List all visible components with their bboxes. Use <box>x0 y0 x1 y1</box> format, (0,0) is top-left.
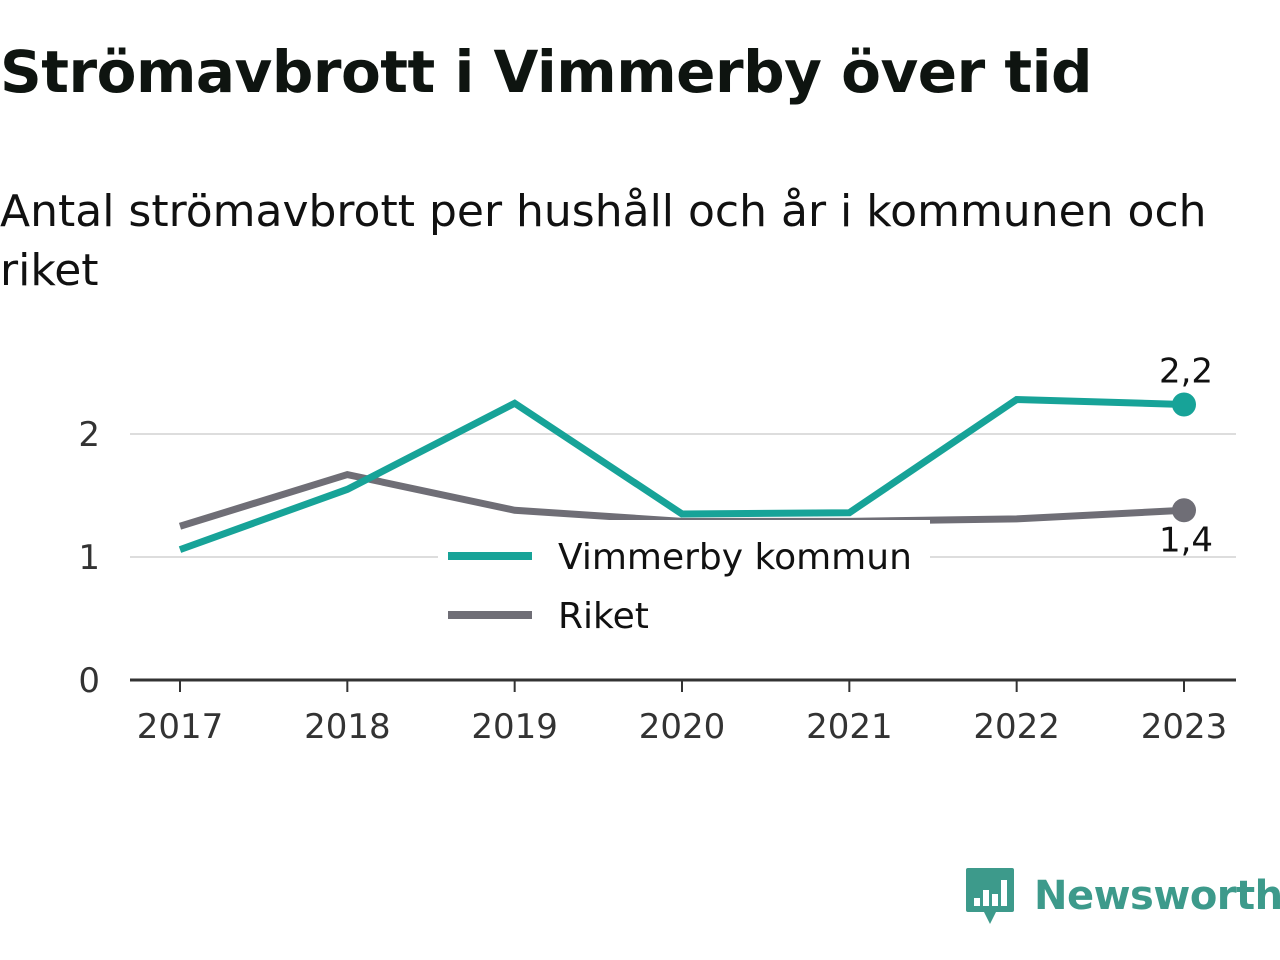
brand-name: Newsworthy <box>1034 873 1280 919</box>
y-tick-label: 1 <box>78 538 100 578</box>
x-tick-label: 2021 <box>806 707 893 747</box>
series-line <box>178 470 1185 530</box>
y-tick-label: 0 <box>78 661 100 701</box>
x-tick-label: 2022 <box>973 707 1060 747</box>
legend-label: Riket <box>558 596 649 637</box>
bar-chart-speech-bubble-icon <box>966 868 1014 924</box>
end-value-label: 2,2 <box>1159 351 1213 391</box>
chart-title: Strömavbrott i Vimmerby över tid <box>0 38 1093 106</box>
y-tick-label: 2 <box>78 415 100 455</box>
legend-background <box>438 520 930 652</box>
end-value-label: 1,4 <box>1159 520 1213 560</box>
end-labels: 2,2 1,4 <box>1159 351 1213 560</box>
legend: Vimmerby kommun Riket <box>438 520 930 652</box>
series-end-point <box>1172 392 1196 417</box>
legend-label: Vimmerby kommun <box>558 537 912 578</box>
x-tick-label: 2019 <box>471 707 558 747</box>
x-axis: 2017 2018 2019 2020 2021 2022 2023 <box>130 678 1236 747</box>
y-axis-ticks: 0 1 2 <box>78 415 100 701</box>
series-line <box>178 396 1185 553</box>
brand-logo: Newsworthy <box>964 866 1280 926</box>
chart-subtitle: Antal strömavbrott per hushåll och år i … <box>0 186 1207 296</box>
x-tick-label: 2020 <box>639 707 726 747</box>
x-tick-label: 2017 <box>137 707 224 747</box>
series-end-point <box>1172 498 1196 523</box>
x-tick-label: 2023 <box>1141 707 1228 747</box>
x-tick-label: 2018 <box>304 707 391 747</box>
